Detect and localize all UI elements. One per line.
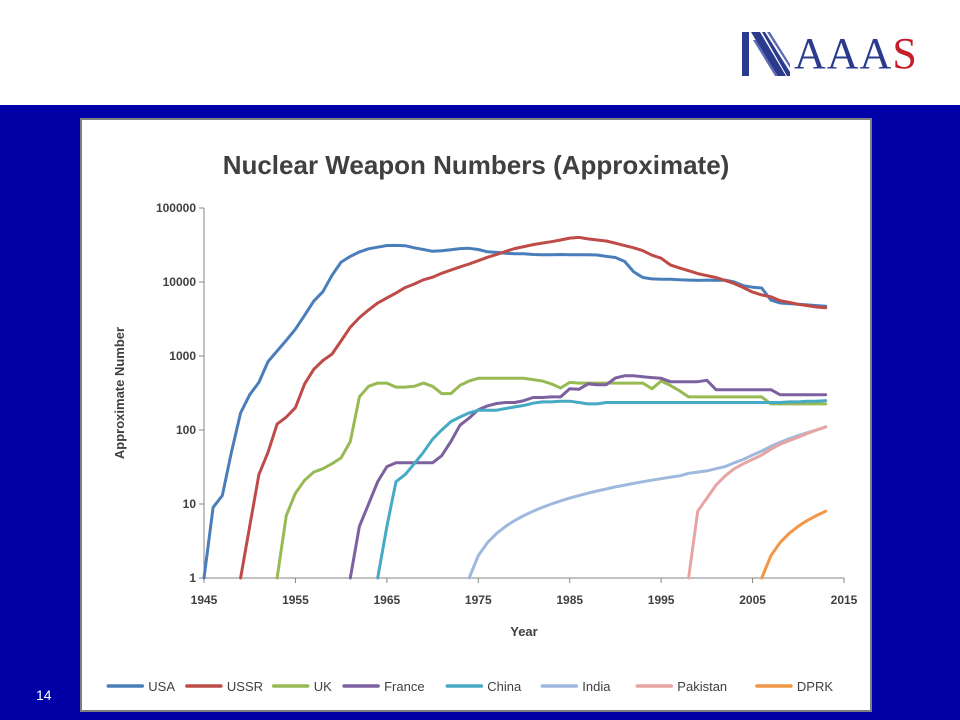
slide-number: 14 (36, 687, 52, 703)
y-tick-label: 100000 (156, 201, 196, 215)
x-tick-label: 1975 (465, 593, 492, 607)
series-line-india (467, 425, 828, 580)
y-tick-label: 100 (176, 423, 196, 437)
chart-frame: Nuclear Weapon Numbers (Approximate) 1 10 1… (80, 118, 872, 712)
logo-text: AAAS (794, 30, 918, 78)
series-line-uk (275, 376, 828, 580)
legend-label-china: China (487, 679, 522, 694)
series-line-pakistan (687, 425, 828, 580)
y-tick-label: 1000 (169, 349, 196, 363)
line-chart: Nuclear Weapon Numbers (Approximate) 1 10 1… (106, 150, 858, 694)
y-tick-label: 10000 (163, 275, 197, 289)
series-line-france (348, 374, 828, 580)
y-tick-label: 10 (183, 497, 197, 511)
legend-label-dprk: DPRK (797, 679, 833, 694)
series-line-dprk (760, 509, 828, 580)
x-tick-label: 1955 (282, 593, 309, 607)
series-line-china (376, 399, 828, 580)
legend-label-ussr: USSR (227, 679, 263, 694)
aaas-logo: AAAS (742, 30, 918, 78)
x-tick-label: 2005 (739, 593, 766, 607)
x-tick-label: 1965 (374, 593, 401, 607)
x-tick-label: 1995 (648, 593, 675, 607)
header-band (0, 0, 960, 105)
x-tick-label: 1945 (191, 593, 218, 607)
legend-label-pakistan: Pakistan (677, 679, 727, 694)
legend-label-france: France (384, 679, 424, 694)
legend-label-usa: USA (148, 679, 175, 694)
legend-label-uk: UK (314, 679, 332, 694)
series-line-ussr (239, 235, 828, 580)
logo-text-accent: S (892, 29, 918, 78)
series-line-usa (202, 243, 828, 580)
x-tick-label: 2015 (831, 593, 858, 607)
chart-title: Nuclear Weapon Numbers (Approximate) (223, 150, 730, 180)
aaas-logo-mark-icon (742, 32, 790, 76)
y-axis-label: Approximate Number (112, 327, 127, 459)
y-tick-label: 1 (189, 571, 196, 585)
legend-label-india: India (582, 679, 611, 694)
x-axis-label: Year (510, 624, 537, 639)
logo-text-main: AAA (794, 29, 893, 78)
x-tick-label: 1985 (556, 593, 583, 607)
